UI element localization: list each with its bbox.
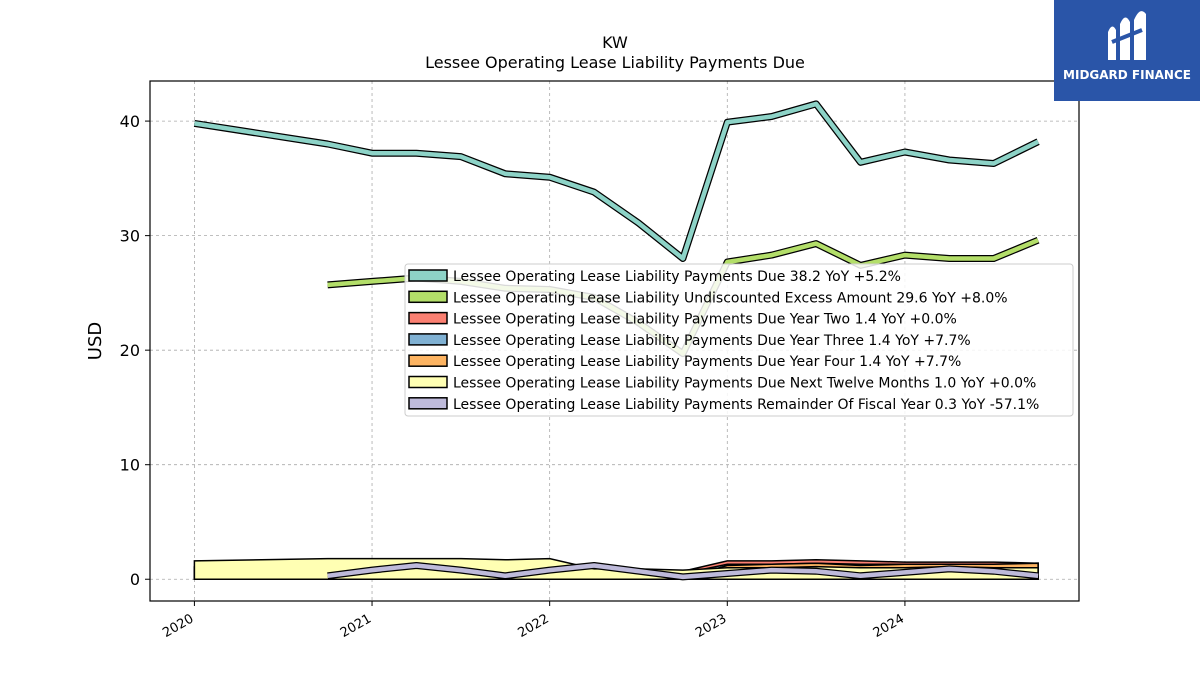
legend-swatch bbox=[408, 333, 448, 346]
y-axis-label: USD bbox=[85, 322, 106, 360]
legend-entry: Lessee Operating Lease Liability Undisco… bbox=[453, 290, 1008, 306]
legend-swatch bbox=[408, 354, 448, 367]
legend-swatch bbox=[408, 397, 448, 410]
series-line-6 bbox=[327, 563, 1039, 580]
y-tick-label: 0 bbox=[130, 570, 140, 589]
legend-entry: Lessee Operating Lease Liability Payment… bbox=[453, 376, 1036, 392]
y-tick-label: 40 bbox=[120, 112, 140, 131]
legend-entry: Lessee Operating Lease Liability Payment… bbox=[453, 333, 971, 349]
series-line-0 bbox=[194, 101, 1040, 261]
x-tick-label: 2023 bbox=[693, 611, 729, 641]
legend: Lessee Operating Lease Liability Payment… bbox=[404, 263, 1074, 417]
x-tick-label: 2020 bbox=[160, 611, 196, 641]
y-tick-label: 10 bbox=[120, 456, 140, 475]
legend-box bbox=[404, 263, 1074, 417]
y-tick-label: 30 bbox=[120, 227, 140, 246]
chart-title: KW bbox=[602, 33, 628, 52]
brand-logo: MIDGARD FINANCE bbox=[1054, 0, 1200, 101]
legend-swatch bbox=[408, 269, 448, 282]
chart-subtitle: Lessee Operating Lease Liability Payment… bbox=[425, 53, 805, 72]
y-tick-label: 20 bbox=[120, 341, 140, 360]
x-tick-label: 2021 bbox=[338, 611, 374, 641]
logo-mark-icon bbox=[1108, 11, 1146, 61]
x-tick-label: 2024 bbox=[871, 611, 907, 641]
legend-entry: Lessee Operating Lease Liability Payment… bbox=[453, 269, 901, 285]
legend-swatch bbox=[408, 290, 448, 304]
legend-entry: Lessee Operating Lease Liability Payment… bbox=[453, 354, 961, 370]
legend-swatch bbox=[408, 375, 448, 389]
legend-entry: Lessee Operating Lease Liability Payment… bbox=[453, 397, 1039, 413]
brand-name: MIDGARD FINANCE bbox=[1063, 68, 1191, 82]
legend-entry: Lessee Operating Lease Liability Payment… bbox=[453, 312, 957, 328]
x-tick-label: 2022 bbox=[516, 611, 552, 641]
legend-swatch bbox=[408, 311, 448, 325]
plot-frame bbox=[149, 80, 1080, 602]
